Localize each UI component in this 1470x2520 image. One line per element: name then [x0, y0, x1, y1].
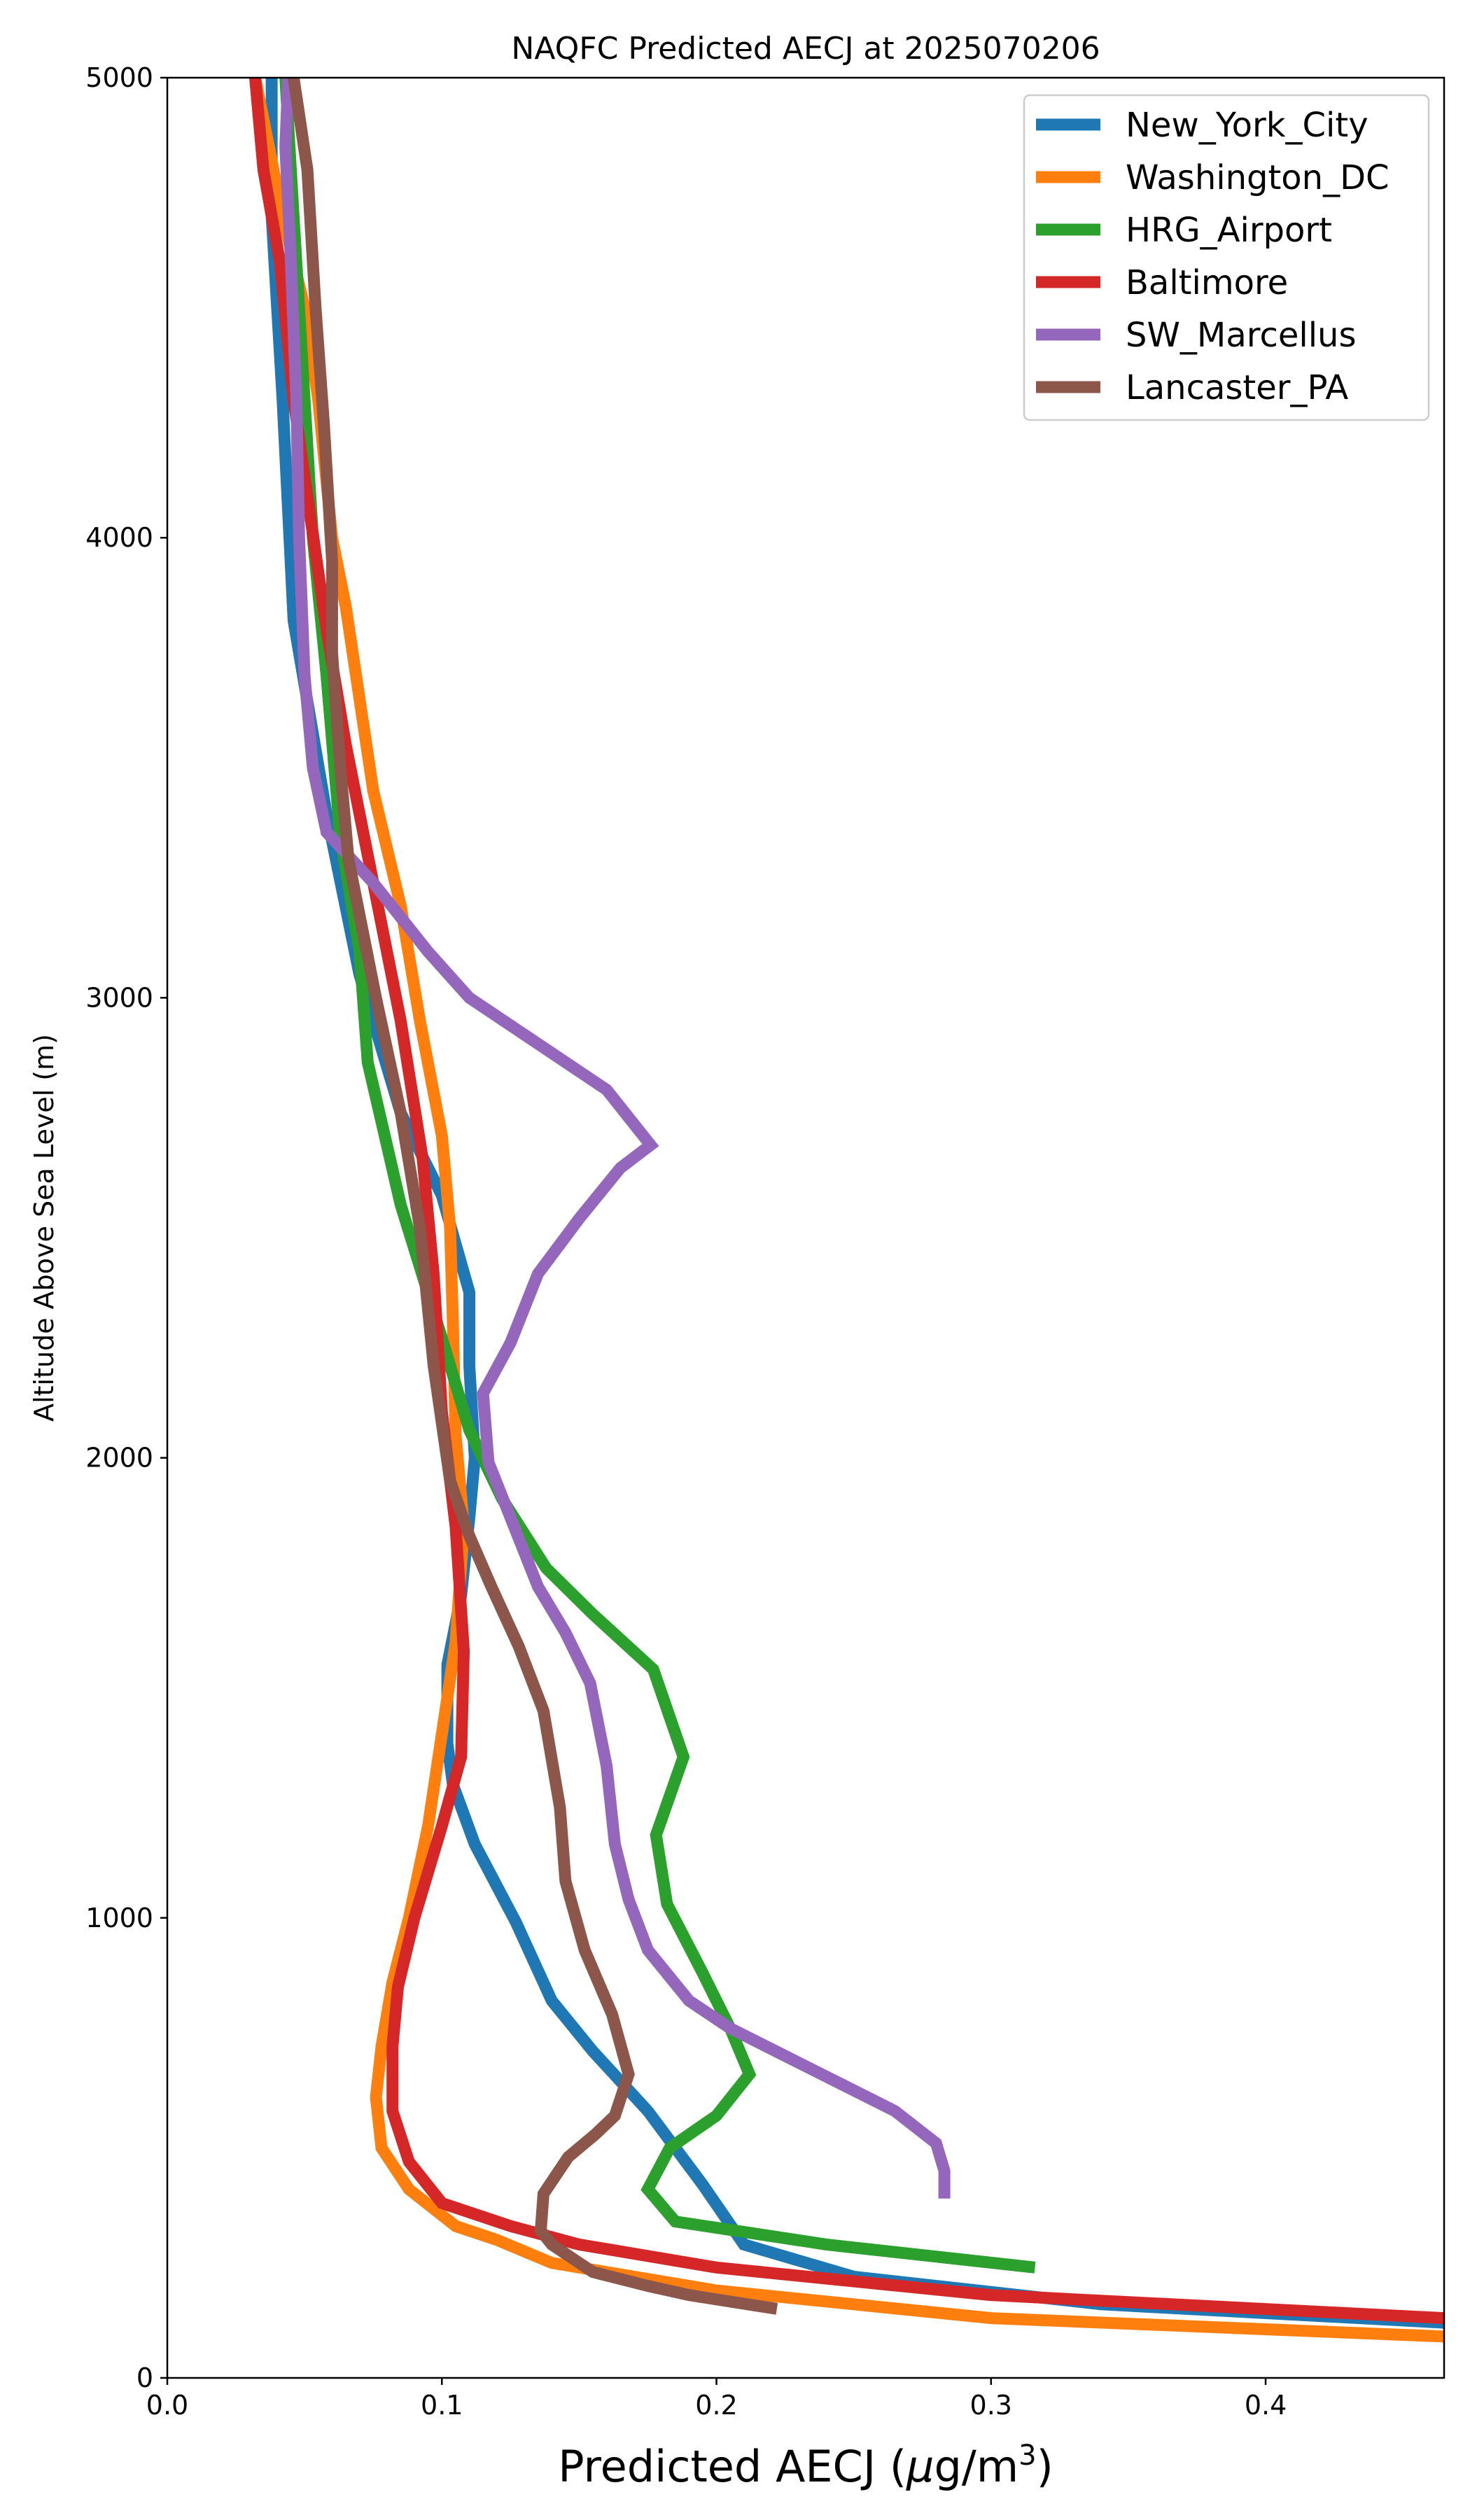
series-line-2 — [279, 78, 1036, 2274]
legend-label-2: HRG_Airport — [1126, 211, 1332, 250]
legend-label-4: SW_Marcellus — [1126, 316, 1356, 355]
x-tick-label: 0.2 — [695, 2390, 737, 2421]
series-line-4 — [279, 78, 951, 2199]
legend: New_York_City Washington_DC HRG_Airport Bal… — [1023, 94, 1430, 421]
legend-frame — [1023, 94, 1430, 421]
series-line-1 — [249, 78, 1444, 2343]
y-tick-label: 2000 — [85, 1443, 153, 1474]
chart-title: NAQFC Predicted AECJ at 2025070206 — [511, 31, 1100, 66]
x-axis: 0.0 0.1 0.2 0.3 0.4 — [146, 2378, 1287, 2421]
y-tick-label: 4000 — [85, 522, 153, 553]
legend-label-3: Baltimore — [1126, 263, 1288, 302]
y-tick-label: 3000 — [85, 982, 153, 1013]
legend-items: New_York_City Washington_DC HRG_Airport Bal… — [1036, 106, 1390, 407]
plot-frame — [166, 76, 1446, 2379]
x-tick-label: 0.3 — [970, 2390, 1012, 2421]
x-tick-label: 0.4 — [1245, 2390, 1287, 2421]
y-tick-label: 5000 — [85, 62, 153, 93]
x-tick-label: 0.0 — [146, 2390, 188, 2421]
series-layer — [249, 78, 1444, 2343]
legend-label-1: Washington_DC — [1126, 158, 1390, 197]
x-tick-label: 0.1 — [421, 2390, 463, 2421]
legend-label-5: Lancaster_PA — [1126, 368, 1348, 407]
series-line-3 — [249, 78, 1444, 2325]
y-tick-label: 1000 — [85, 1903, 153, 1933]
legend-label-0: New_York_City — [1126, 106, 1368, 145]
y-axis: 0 1000 2000 3000 4000 5000 — [85, 62, 167, 2393]
series-line-5 — [287, 78, 778, 2315]
y-tick-label: 0 — [136, 2362, 153, 2393]
y-axis-label: Altitude Above Sea Level (m) — [29, 1034, 59, 1422]
x-axis-label: Predicted AECJ (μg/m3) — [558, 2440, 1054, 2492]
